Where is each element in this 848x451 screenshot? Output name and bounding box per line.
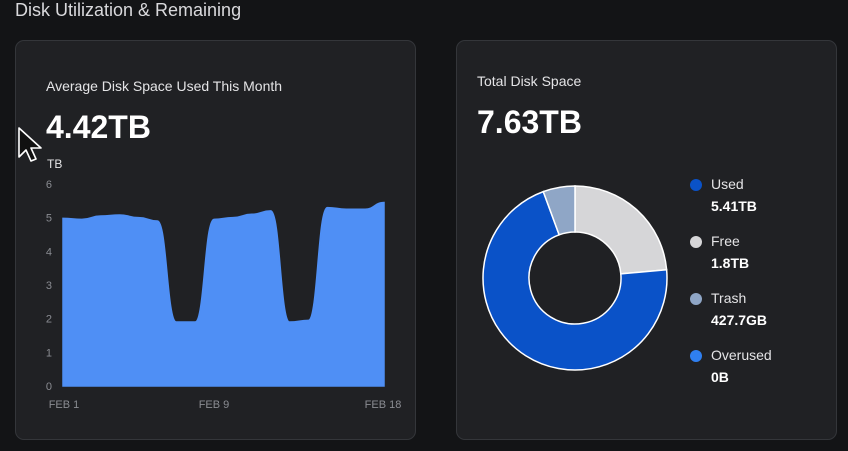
section-title: Disk Utilization & Remaining: [15, 0, 242, 20]
y-tick-label: 5: [46, 213, 52, 225]
x-tick-label: FEB 1: [49, 399, 80, 411]
used-dot-icon: [690, 179, 702, 191]
y-tick-label: 0: [46, 381, 52, 393]
donut-slice-used: [482, 190, 668, 371]
legend-label-free: Free: [711, 233, 740, 249]
x-tick-label: FEB 18: [365, 399, 402, 411]
legend-label-used: Used: [711, 176, 744, 192]
trash-dot-icon: [690, 293, 702, 305]
legend-label-overused: Overused: [711, 347, 772, 363]
free-dot-icon: [690, 236, 702, 248]
legend-value-overused: 0B: [711, 369, 729, 385]
avg-disk-space-card: Average Disk Space Used This Month 4.42T…: [15, 40, 416, 440]
y-tick-label: 1: [46, 347, 52, 359]
y-tick-label: 3: [46, 280, 52, 292]
donut-slice-free: [574, 185, 668, 275]
disk-usage-area-series: [62, 201, 385, 387]
mouse-cursor-icon: [18, 127, 42, 162]
legend-value-used: 5.41TB: [711, 198, 757, 214]
avg-disk-space-value: 4.42TB: [46, 109, 151, 145]
y-tick-label: 4: [46, 246, 52, 258]
y-tick-label: 2: [46, 314, 52, 326]
legend-value-free: 1.8TB: [711, 255, 750, 271]
total-card-title: Total Disk Space: [477, 73, 582, 89]
disk-space-donut-chart: [482, 185, 668, 371]
donut-slice-trash: [542, 185, 576, 236]
avg-card-title: Average Disk Space Used This Month: [46, 78, 283, 94]
total-disk-space-card: Total Disk Space 7.63TB Used 5.41TB Free…: [456, 40, 837, 440]
y-tick-label: 6: [46, 179, 52, 191]
y-axis-unit-label: TB: [47, 157, 63, 171]
total-disk-space-value: 7.63TB: [477, 104, 582, 140]
x-tick-label: FEB 9: [199, 399, 230, 411]
overused-dot-icon: [690, 350, 702, 362]
disk-usage-area-chart: 0 1 2 3 4 5 6 FEB 1 FEB 9 FEB 18: [46, 179, 402, 411]
legend-value-trash: 427.7GB: [711, 312, 768, 328]
legend-label-trash: Trash: [711, 290, 747, 306]
